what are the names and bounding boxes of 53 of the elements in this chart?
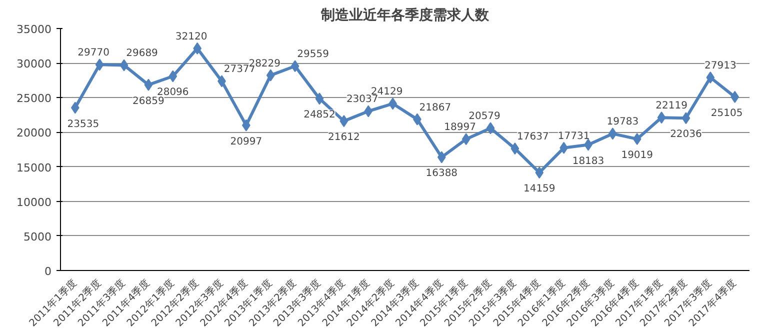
data-label: 20579: [468, 111, 500, 122]
data-label: 24852: [304, 110, 336, 121]
data-label: 19019: [621, 150, 654, 161]
data-label: 17637: [517, 132, 549, 143]
point: [364, 105, 373, 118]
data-label: 17731: [558, 130, 590, 142]
data-label: 25105: [710, 108, 743, 119]
data-label: 18997: [444, 122, 476, 134]
y-tick-label: 25000: [16, 92, 52, 106]
chart-title: 制造业近年各季度需求人数: [320, 6, 490, 24]
y-tick-label: 10000: [16, 196, 52, 209]
data-label: 21867: [419, 102, 452, 114]
data-label: 23535: [67, 118, 100, 130]
data-label: 16388: [426, 168, 458, 180]
data-label: 29559: [297, 49, 329, 60]
point: [730, 90, 740, 103]
data-label: 29689: [126, 48, 158, 60]
y-tick-label: 30000: [16, 58, 52, 71]
point: [340, 115, 348, 128]
data-label: 26859: [132, 96, 164, 107]
point: [706, 72, 715, 84]
y-tick-label: 0: [44, 265, 52, 278]
data-label: 27377: [224, 64, 256, 76]
point: [168, 70, 178, 82]
point: [70, 102, 80, 114]
data-label: 14159: [523, 184, 556, 195]
point: [144, 78, 153, 91]
data-label: 21612: [328, 132, 360, 144]
data-label: 22036: [670, 129, 702, 140]
point: [682, 112, 690, 124]
data-label: 18183: [572, 156, 604, 167]
data-label: 29770: [78, 48, 110, 59]
point: [290, 60, 300, 72]
point: [535, 166, 544, 179]
point: [657, 112, 666, 124]
point: [120, 59, 128, 72]
point: [632, 132, 642, 145]
data-label: 20997: [230, 136, 262, 148]
data-label: 27913: [704, 60, 736, 72]
data-label: 19783: [606, 116, 639, 128]
point: [266, 69, 275, 82]
data-label: 32120: [175, 31, 208, 42]
point: [486, 122, 495, 134]
point: [315, 92, 324, 105]
point: [510, 142, 520, 155]
y-tick-label: 5000: [24, 230, 52, 244]
point: [462, 133, 470, 146]
data-label: 22119: [656, 100, 688, 112]
point: [437, 151, 446, 164]
y-tick-label: 15000: [16, 161, 52, 174]
y-tick-label: 20000: [16, 126, 52, 140]
point: [95, 58, 104, 71]
y-tick-label: 35000: [16, 23, 52, 36]
